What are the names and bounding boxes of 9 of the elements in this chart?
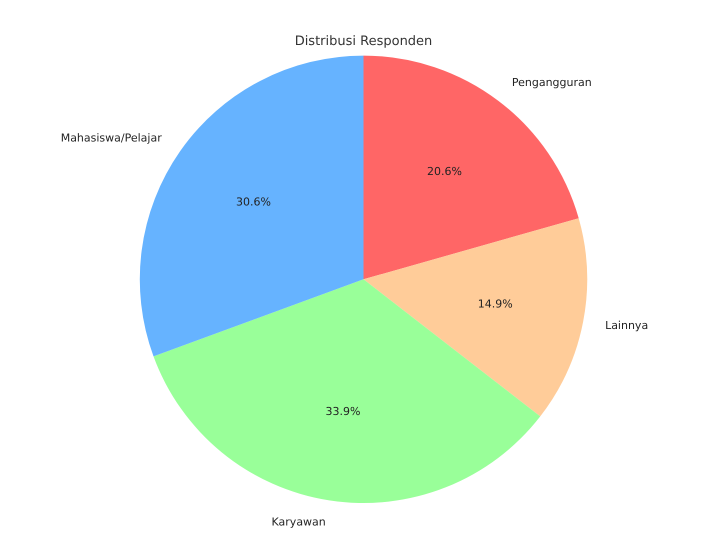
slice-label: Pengangguran bbox=[512, 76, 592, 89]
data-label: 14.9% bbox=[478, 298, 513, 311]
slice-label: Karyawan bbox=[272, 515, 326, 528]
data-label: 30.6% bbox=[236, 195, 271, 208]
data-label: 20.6% bbox=[426, 165, 462, 178]
slice-label: Lainnya bbox=[605, 319, 648, 332]
data-label: 33.9% bbox=[325, 404, 360, 418]
chart-title: Distribusi Responden bbox=[294, 34, 432, 50]
slice-label: Mahasiswa/Pelajar bbox=[60, 131, 162, 144]
